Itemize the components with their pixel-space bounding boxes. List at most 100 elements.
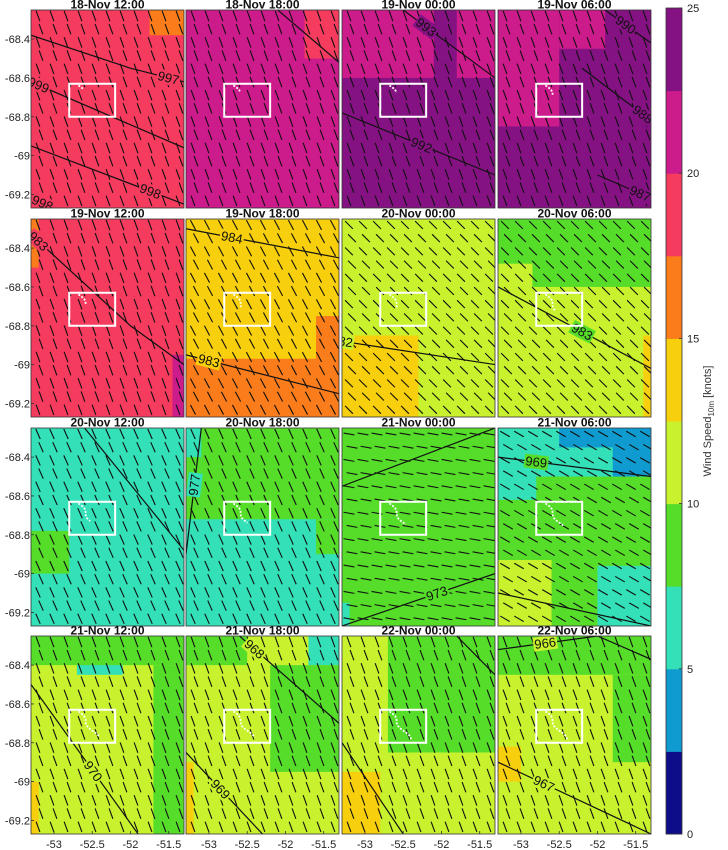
wind-barb: [38, 649, 44, 661]
wind-barb: [38, 573, 44, 585]
wind-barb: [346, 715, 352, 727]
wind-barb: [288, 10, 294, 22]
y-tick-label: -68.8: [5, 112, 30, 124]
wind-barb: [489, 755, 495, 767]
wind-barb: [544, 768, 550, 780]
wind-barb: [431, 260, 441, 269]
wind-barb: [389, 260, 399, 269]
contour-label-bg: [31, 228, 52, 255]
wind-barb: [597, 562, 609, 570]
wind-barb: [513, 483, 525, 491]
panel-frame: [30, 218, 185, 418]
wind-barb: [358, 299, 368, 309]
wind-barb: [346, 768, 352, 780]
wind-barb: [274, 636, 280, 648]
wind-barb: [161, 507, 167, 519]
wind-barb: [91, 10, 97, 22]
wind-barb: [573, 339, 583, 349]
wind-barb: [430, 116, 436, 127]
wind-barb: [542, 299, 552, 309]
wind-barb: [514, 326, 524, 335]
wind-barb: [444, 636, 450, 648]
wind-barb: [445, 392, 455, 401]
wind-barb: [175, 63, 181, 75]
wind-barb: [519, 676, 525, 687]
wind-barb: [458, 689, 464, 701]
wind-barb: [402, 689, 408, 701]
wind-barb: [263, 729, 269, 740]
panel-15: 22-Nov 00:00-53 -52.5 -52 -51.5: [341, 624, 496, 850]
wind-barb: [218, 587, 224, 598]
wind-barb: [430, 604, 442, 608]
wind-barb: [291, 729, 297, 740]
wind-barb: [178, 441, 184, 453]
wind-barb: [499, 562, 511, 570]
wind-barb: [232, 534, 238, 545]
wind-barb: [455, 432, 467, 436]
wind-barb: [603, 676, 609, 687]
contour-label-bg: [155, 68, 182, 88]
wind-barb: [105, 534, 111, 545]
wind-barb: [80, 781, 86, 793]
wind-barb: [330, 742, 336, 753]
wind-barb: [377, 808, 383, 819]
wind-barb: [260, 481, 266, 493]
wind-barb: [461, 182, 467, 193]
wind-barb: [455, 617, 467, 621]
wind-barb: [346, 604, 358, 608]
wind-barb: [628, 37, 634, 48]
wind-barb: [502, 715, 508, 727]
wind-barb: [544, 470, 556, 477]
wind-barb: [178, 702, 184, 714]
contour-label: 982: [330, 332, 354, 350]
wind-barb: [80, 76, 86, 88]
wind-barb: [374, 10, 380, 22]
wind-barb: [235, 573, 241, 585]
wind-barb: [189, 299, 197, 310]
wind-barb: [402, 715, 408, 727]
wind-barb: [519, 781, 525, 793]
wind-barb: [517, 392, 527, 401]
wind-barb: [91, 481, 97, 493]
wind-barb: [133, 404, 139, 416]
wind-barb: [444, 604, 456, 608]
wind-barb: [374, 89, 380, 101]
wind-barb: [572, 195, 578, 207]
x-tick-label: -53: [513, 839, 529, 850]
wind-barb: [150, 259, 156, 270]
wind-barb: [221, 676, 227, 687]
wind-barb: [600, 715, 606, 727]
wind-barb: [639, 589, 651, 596]
wind-barb: [403, 392, 413, 401]
panel-2: 18-Nov 18:00: [185, 0, 340, 209]
contour-label: 998: [138, 180, 164, 202]
wind-barb: [631, 808, 637, 819]
wind-barb: [108, 338, 114, 350]
panel-title: 21-Nov 06:00: [537, 416, 611, 430]
wind-barb: [63, 404, 69, 416]
wind-barb: [458, 663, 464, 674]
wind-barb: [263, 103, 269, 114]
wind-barb: [249, 76, 255, 88]
wind-barb: [190, 63, 196, 75]
wind-barb: [150, 441, 156, 453]
wind-barb: [302, 534, 308, 545]
wind-barb: [502, 470, 514, 477]
wind-barb: [38, 285, 44, 297]
wind-barb: [388, 195, 394, 207]
wind-barb: [459, 339, 469, 349]
wind-barb: [528, 352, 538, 362]
wind-barb: [108, 259, 114, 270]
wind-barb: [94, 312, 100, 323]
wind-barb: [150, 468, 156, 479]
wind-barb: [136, 76, 142, 88]
wind-barb: [601, 313, 611, 322]
wind-barb: [484, 405, 494, 415]
wind-barb: [597, 615, 609, 623]
wind-barb: [584, 352, 594, 362]
wind-barb: [572, 116, 578, 127]
wind-barb: [63, 219, 69, 231]
wind-barb: [349, 50, 355, 61]
wind-barb: [207, 50, 213, 61]
wind-barb: [533, 23, 539, 35]
